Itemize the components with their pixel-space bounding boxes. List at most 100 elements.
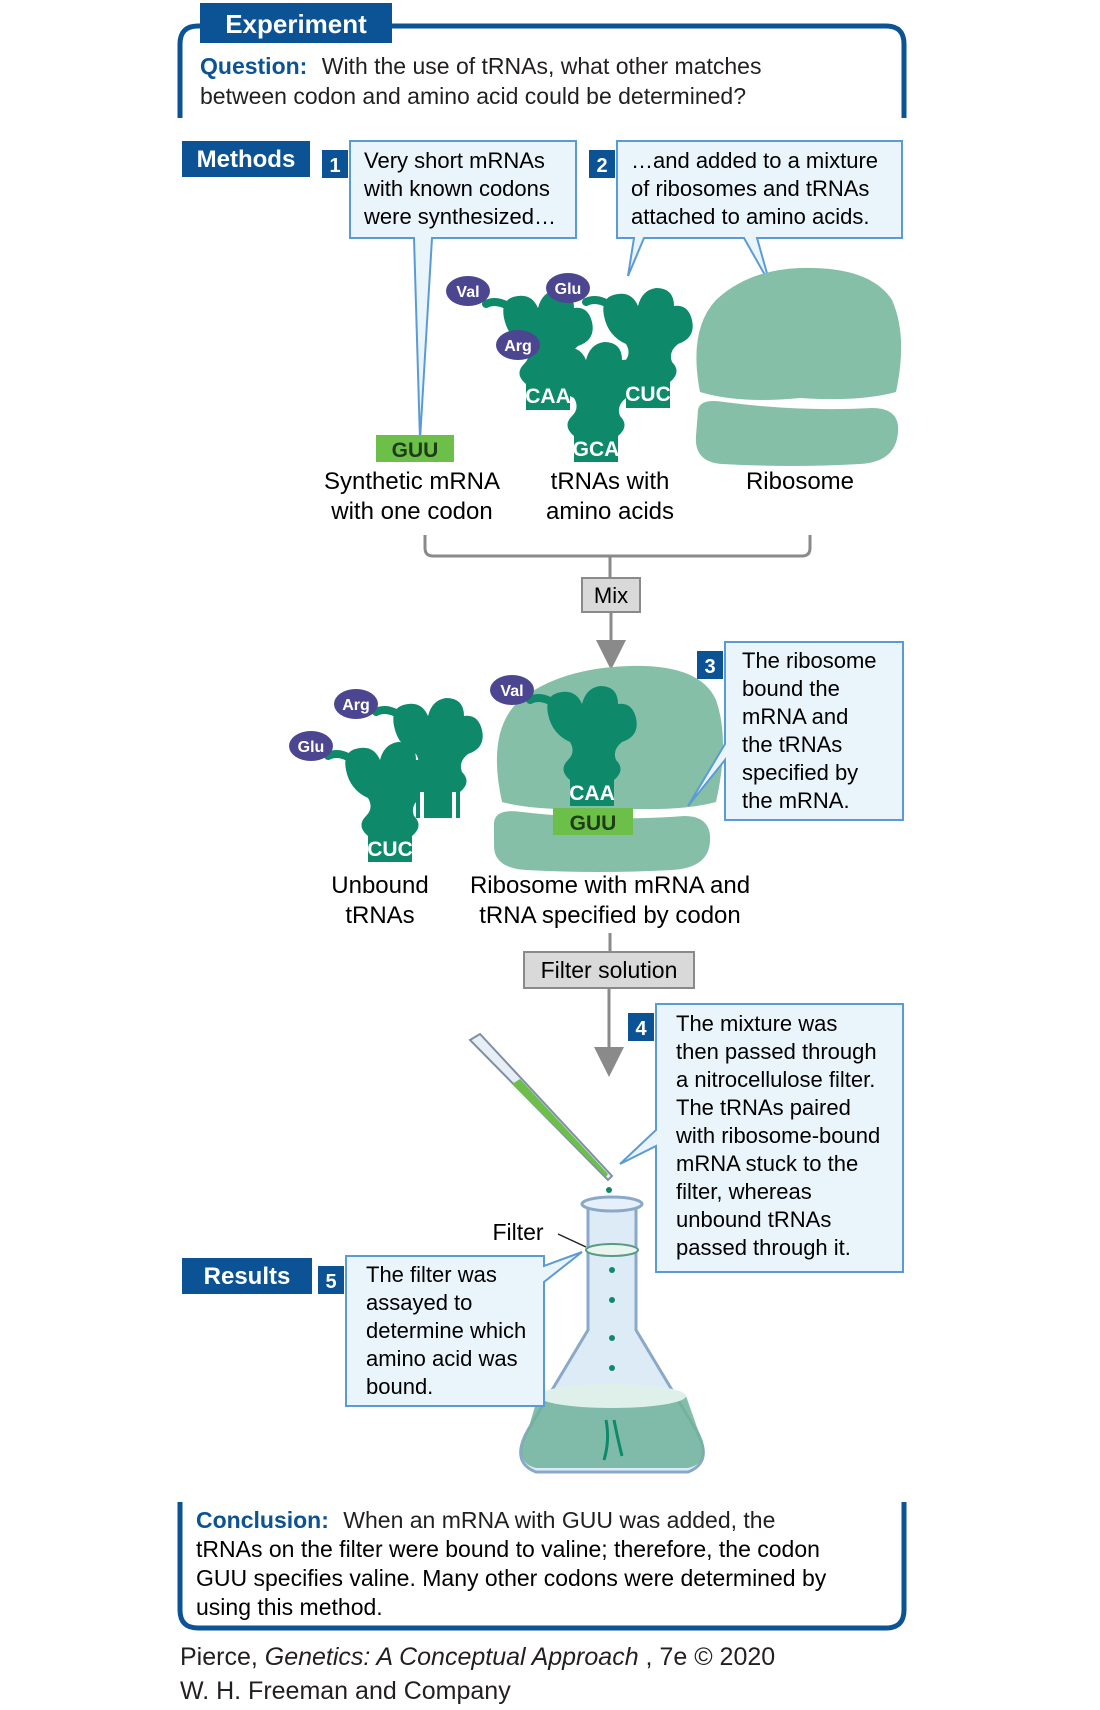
question-panel: Experiment Question: With the use of tRN… [177,3,907,118]
credit-publisher: W. H. Freeman and Company [180,1677,511,1705]
results-label-box [182,1258,312,1294]
step-5-line-5: bound. [366,1374,433,1399]
step-5-line-4: amino acid was [366,1346,518,1371]
step-4-line-7: filter, whereas [676,1179,812,1204]
flask-rim [580,1195,644,1213]
bound-val-label: Val [500,683,523,700]
step-3-line-5: specified by [742,760,858,785]
step-3-badge [697,651,723,679]
experiment-label-box [200,3,392,43]
step-1-callout: 1 Very short mRNAs with known codons wer… [322,140,577,441]
synthetic-mrna-label-2: with one codon [330,498,492,525]
step-3-callout: 3 The ribosome bound the mRNA and the tR… [687,641,904,821]
step-3-line-4: the tRNAs [742,732,842,757]
conclusion-label: Conclusion: [196,1507,329,1533]
anticodon-caa: CAA [525,385,571,408]
amino-acid-val-label: Val [456,284,479,301]
step-4-line-9: passed through it. [676,1235,851,1260]
anticodon-gca: GCA [573,438,620,461]
step-4-badge [628,1013,654,1041]
step-5-badge [318,1266,344,1294]
step-3-number: 3 [704,656,715,678]
question-line-2: between codon and amino acid could be de… [200,83,746,109]
bound-anticodon-caa: CAA [569,782,615,805]
credit-title: Genetics: A Conceptual Approach [265,1643,639,1671]
step-5-number: 5 [325,1271,336,1293]
ribosome-large-subunit [696,267,902,400]
question-label: Question: [200,53,307,79]
step-1-number: 1 [329,155,340,177]
filter-solution-label: Filter solution [541,957,678,983]
step-2-callout: 2 …and added to a mixture of ribosomes a… [589,140,903,285]
step-2-line-2: of ribosomes and tRNAs [631,176,869,201]
mrna-codon: GUU [392,439,439,462]
anticodon-cuc: CUC [625,383,671,406]
ribosome-complex: CAA GUU Val [490,665,723,872]
complex-label-2: tRNA specified by codon [479,902,740,929]
step-4-line-3: a nitrocellulose filter. [676,1067,875,1092]
step-3-line-1: The ribosome [742,648,877,673]
unbound-amino-acid-arg [334,689,378,719]
bound-amino-acid-val [490,675,534,705]
ribosome-top [695,267,902,466]
trnas-label-1: tRNAs with [551,468,670,495]
flask [519,1195,705,1474]
methods-label: Methods [197,146,296,173]
bound-mrna [553,808,633,835]
step-4-line-1: The mixture was [676,1011,837,1036]
pipette-drop [606,1187,612,1193]
conclusion-line-3: GUU specifies valine. Many other codons … [196,1565,827,1591]
unbound-amino-acid-glu [289,731,333,761]
mix-box [581,577,641,613]
synthetic-mrna: GUU [376,435,454,462]
step-3-line-3: mRNA and [742,704,848,729]
amino-acid-glu [546,273,590,303]
question-line-1: With the use of tRNAs, what other matche… [322,53,762,79]
bound-mrna-codon: GUU [570,812,617,835]
step-4-line-4: The tRNAs paired [676,1095,851,1120]
trna-cluster-top: CAA CUC GCA Val Glu Arg [446,273,693,462]
conclusion-line-4: using this method. [196,1594,383,1620]
conclusion-line-2: tRNAs on the filter were bound to valine… [196,1536,820,1562]
filter-label: Filter [492,1219,543,1245]
pipette-liquid [512,1079,608,1177]
unbound-label-2: tRNAs [345,902,414,929]
credit-edition: , 7e © 2020 [646,1643,776,1671]
amino-acid-arg [496,330,540,360]
step-3-line-2: bound the [742,676,840,701]
step-4-line-8: unbound tRNAs [676,1207,831,1232]
trnas-label-2: amino acids [546,498,674,525]
amino-acid-glu-label: Glu [555,281,582,298]
conclusion-panel: Conclusion: When an mRNA with GUU was ad… [177,1502,907,1631]
question-text: Question: With the use of tRNAs, what ot… [200,53,761,79]
unbound-label-1: Unbound [331,872,428,899]
step-2-number: 2 [596,155,607,177]
results-label: Results [204,1263,291,1290]
experiment-label: Experiment [225,9,367,39]
ribosome-small-subunit [695,401,899,466]
unbound-glu-label: Glu [298,739,325,756]
step-4-line-6: mRNA stuck to the [676,1151,858,1176]
unbound-arg-label: Arg [342,697,370,714]
conclusion-line-1: Conclusion: When an mRNA with GUU was ad… [196,1507,775,1533]
flask-liquid [521,1396,705,1468]
step-4-line-2: then passed through [676,1039,877,1064]
step-1-badge [322,150,348,178]
credit-author: Pierce, [180,1643,265,1671]
step-2-line-3: attached to amino acids. [631,204,869,229]
merge-bracket [423,535,812,578]
step-3-line-6: the mRNA. [742,788,850,813]
amino-acid-arg-label: Arg [504,338,532,355]
filter-disc [585,1243,639,1257]
amino-acid-val [446,276,490,306]
step-4-number: 4 [635,1018,647,1040]
mix-label: Mix [594,583,628,608]
step-1-line-1: Very short mRNAs [364,148,545,173]
synthetic-mrna-label-1: Synthetic mRNA [324,468,500,495]
step-5-line-3: determine which [366,1318,526,1343]
liquid-surface [538,1384,686,1408]
filter-leader [557,1233,587,1248]
step-5-line-2: assayed to [366,1290,472,1315]
step-1-line-3: were synthesized… [363,204,556,229]
step-5-line-1: The filter was [366,1262,497,1287]
